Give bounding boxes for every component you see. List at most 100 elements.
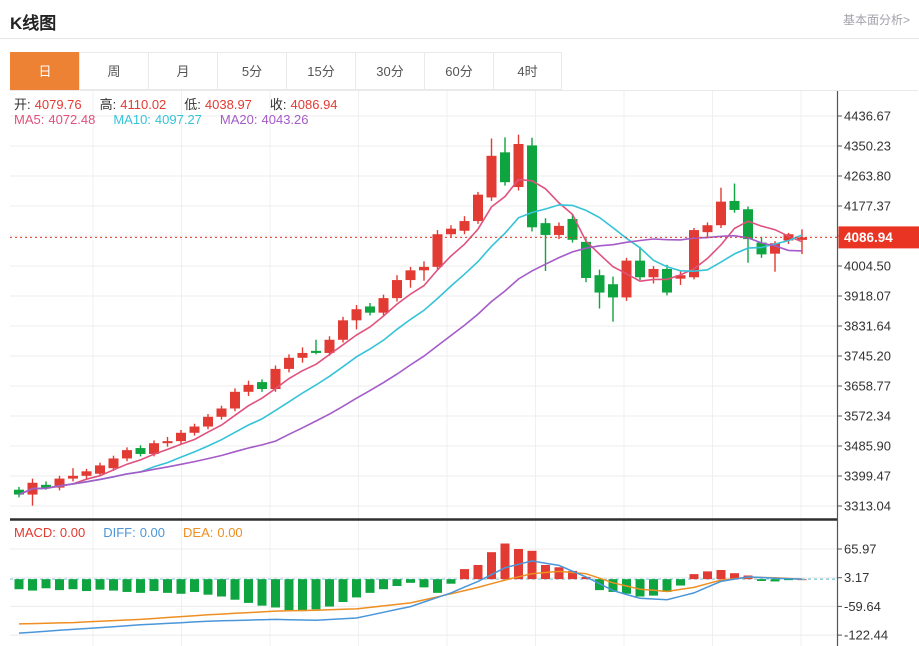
candle-body [743, 209, 753, 240]
fundamental-analysis-link[interactable]: 基本面分析> [842, 13, 910, 27]
macd-bar [284, 579, 294, 611]
macd-bar [487, 552, 496, 580]
candle-body [486, 155, 497, 198]
y-axis-label: 3658.77 [844, 379, 891, 394]
macd-bar [136, 579, 145, 593]
chart-area[interactable]: 4436.67 4350.23 4263.80 4177.37 4004.50 3918.… [0, 91, 919, 646]
macd-bar [365, 579, 375, 593]
ma10-line [18, 204, 803, 496]
macd-bar [730, 573, 739, 580]
y-axis-label: 3313.04 [844, 499, 891, 514]
macd-bar [406, 579, 415, 583]
candle-body [378, 298, 389, 313]
candle-body [513, 143, 524, 188]
macd-bar [68, 579, 78, 590]
period-tab[interactable]: 日 [10, 52, 79, 90]
ma20-line [18, 234, 803, 496]
kline-chart-svg[interactable]: 4436.67 4350.23 4263.80 4177.37 4004.50 3918.… [0, 91, 919, 646]
candle-body [540, 223, 551, 235]
macd-bar [662, 579, 672, 592]
candle-body [675, 275, 686, 279]
macd-bar [311, 579, 321, 610]
candle-body [108, 458, 119, 469]
candle-body [68, 475, 78, 479]
period-tab[interactable]: 60分 [424, 52, 493, 90]
macd-axis-label: 3.17 [844, 570, 869, 585]
macd-bar [392, 579, 402, 587]
candle-body [621, 260, 632, 298]
macd-bar [271, 579, 280, 608]
current-price-label: 4086.94 [844, 230, 893, 245]
macd-bar [568, 570, 577, 580]
candle-body [405, 270, 416, 281]
period-tab[interactable]: 周 [79, 52, 148, 90]
y-axis-label: 3485.90 [844, 439, 891, 454]
macd-bar [784, 579, 793, 581]
macd-bar [635, 579, 645, 597]
period-tab[interactable]: 30分 [355, 52, 424, 90]
candle-body [81, 471, 92, 476]
macd-bar [325, 579, 334, 607]
y-axis-label: 4177.37 [844, 199, 891, 214]
candle-body [176, 432, 186, 442]
candle-body [608, 284, 618, 298]
candle-body [216, 408, 227, 417]
dea-line [18, 570, 803, 625]
candle-body [473, 194, 483, 222]
candle-body [554, 225, 564, 235]
candle-body [594, 275, 605, 293]
candle-body [419, 266, 429, 271]
candle-body [284, 357, 294, 369]
macd-bar [500, 543, 510, 580]
macd-bar [82, 579, 91, 592]
period-tab[interactable]: 4时 [493, 52, 562, 90]
macd-bar [352, 579, 361, 598]
candle-body [257, 382, 267, 390]
period-tab[interactable]: 5分 [217, 52, 286, 90]
macd-bar [230, 579, 240, 600]
macd-bar [757, 579, 766, 581]
macd-bar [95, 579, 105, 590]
candle-body [729, 200, 740, 210]
candle-body [311, 350, 321, 353]
candle-body [122, 450, 132, 459]
page-title: K线图 [10, 14, 57, 33]
candle-body [783, 234, 794, 241]
y-axis-label: 3918.07 [844, 289, 891, 304]
candle-body [243, 384, 254, 392]
macd-axis-label: -122.44 [844, 628, 888, 643]
y-axis-label: 4436.67 [844, 109, 891, 124]
candle-body [351, 309, 362, 321]
macd-bar [122, 579, 132, 592]
y-axis-label: 3572.34 [844, 408, 891, 423]
candle-body [162, 441, 173, 444]
period-tab[interactable]: 15分 [286, 52, 355, 90]
macd-bar [55, 579, 64, 591]
macd-bar [176, 579, 186, 594]
period-tab[interactable]: 月 [148, 52, 217, 90]
macd-bar [703, 571, 712, 580]
macd-bar [608, 579, 618, 592]
macd-bar [716, 570, 726, 580]
macd-bar [190, 579, 199, 592]
candle-body [365, 306, 375, 313]
current-price-tag [838, 226, 919, 249]
candle-body [338, 320, 348, 340]
macd-bar [649, 579, 658, 596]
macd-bar [379, 579, 388, 590]
candle-body [189, 426, 200, 433]
candle-body [14, 489, 24, 495]
macd-bar [689, 574, 699, 580]
candle-body [41, 484, 51, 488]
y-axis-label: 4263.80 [844, 169, 891, 184]
period-tabbar: 日周月 5分 15分 30分 60分 4时 [10, 52, 918, 91]
macd-bar [163, 579, 172, 593]
page-header: K线图 基本面分析> [0, 0, 919, 39]
macd-bar [217, 579, 226, 597]
candle-body [770, 243, 780, 254]
candle-body [230, 391, 240, 409]
candle-body [689, 230, 699, 278]
macd-bar [460, 569, 469, 580]
macd-axis-label: -59.64 [844, 599, 881, 614]
